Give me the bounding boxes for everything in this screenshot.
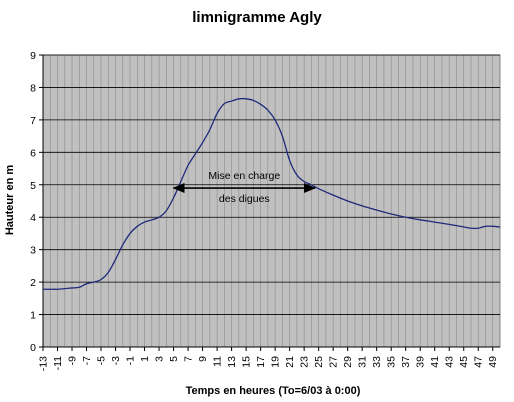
x-tick-label: 13 (226, 356, 238, 368)
x-tick-label: -13 (38, 356, 50, 371)
annotation: Mise en charge des digues (172, 170, 317, 205)
y-tick-label: 8 (30, 82, 36, 94)
x-tick-label: 15 (241, 356, 253, 368)
y-tick-label: 0 (30, 342, 36, 354)
x-tick-label: 17 (255, 356, 267, 368)
y-tick-label: 2 (30, 277, 36, 289)
x-tick-label: 19 (270, 356, 282, 368)
y-tick-label: 9 (30, 50, 36, 62)
x-tick-label: 7 (183, 356, 195, 362)
x-tick-label: 5 (168, 356, 180, 362)
x-tick-label: 23 (299, 356, 311, 368)
x-tick-label: 9 (197, 356, 209, 362)
x-tick-label: -1 (125, 356, 137, 365)
x-tick-label: 33 (371, 356, 383, 368)
x-tick-label: 45 (458, 356, 470, 368)
x-tick-label: -9 (67, 356, 79, 365)
y-tick-label: 3 (30, 245, 36, 257)
x-tick-label: 11 (212, 356, 224, 367)
x-axis-title: Temps en heures (To=6/03 à 0:00) (186, 385, 361, 397)
x-tick-label: -3 (110, 356, 122, 365)
y-tick-label: 1 (30, 310, 36, 322)
y-tick-label: 4 (30, 212, 36, 224)
plot-area (42, 54, 501, 348)
x-tick-label: 21 (284, 356, 296, 368)
series-line (43, 97, 501, 290)
x-tick-label: 49 (487, 356, 499, 368)
x-axis: -13 -11 -9 -7 -5 -3 -1 1 3 5 7 9 11 13 15 17 19 21 23 25 27 2… (38, 346, 500, 371)
x-tick-label: 43 (444, 356, 456, 368)
y-tick-label: 7 (30, 115, 36, 127)
y-axis: 0 1 2 3 4 5 6 7 8 9 (30, 50, 44, 354)
chart-title: limnigramme Agly (192, 9, 322, 26)
x-tick-label: 29 (342, 356, 354, 368)
x-tick-label: 27 (328, 356, 340, 368)
y-tick-label: 5 (30, 180, 36, 192)
x-tick-label: 25 (313, 356, 325, 368)
x-tick-label: 3 (154, 356, 166, 362)
x-tick-label: 41 (429, 356, 441, 368)
x-tick-label: -11 (52, 356, 64, 371)
x-tick-label: 39 (415, 356, 427, 368)
y-tick-label: 6 (30, 147, 36, 159)
annotation-line-1: Mise en charge (208, 170, 280, 182)
grid (42, 54, 501, 348)
x-tick-label: -7 (81, 356, 93, 365)
plot-background (42, 54, 501, 348)
x-tick-label: 47 (473, 356, 485, 368)
annotation-line-2: des digues (219, 193, 270, 205)
x-tick-label: 35 (386, 356, 398, 368)
x-tick-label: -5 (96, 356, 108, 365)
x-tick-label: 37 (400, 356, 412, 368)
y-axis-title: Hauteur en m (4, 165, 16, 236)
x-tick-label: 31 (357, 356, 369, 368)
x-tick-label: 1 (139, 356, 151, 362)
